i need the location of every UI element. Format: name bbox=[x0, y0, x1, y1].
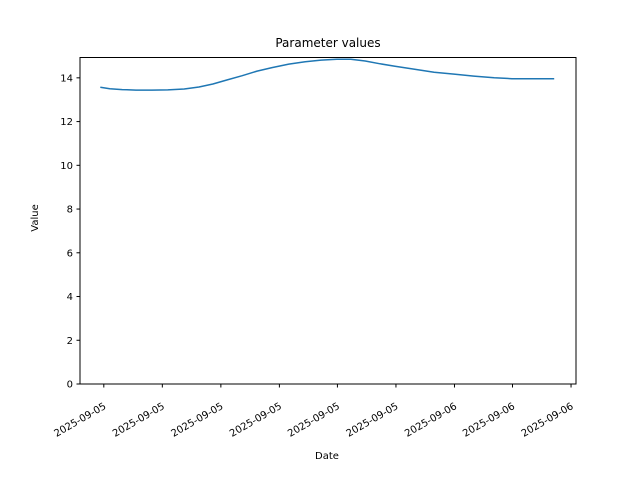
y-tick-label: 14 bbox=[60, 73, 73, 84]
x-tick-label: 2025-09-06 bbox=[520, 401, 576, 440]
data-line bbox=[100, 58, 555, 91]
x-tick-label: 2025-09-05 bbox=[170, 401, 226, 440]
x-tick-label: 2025-09-06 bbox=[403, 401, 459, 440]
y-tick-label: 2 bbox=[67, 336, 73, 347]
x-tick-label: 2025-09-05 bbox=[111, 401, 167, 440]
y-tick-label: 6 bbox=[67, 248, 73, 259]
x-tick-label: 2025-09-05 bbox=[286, 401, 342, 440]
x-axis-label: Date bbox=[315, 451, 339, 462]
y-tick-label: 0 bbox=[67, 380, 73, 391]
y-tick-label: 8 bbox=[67, 205, 73, 216]
y-axis-label: Value bbox=[30, 204, 41, 231]
x-tick-label: 2025-09-05 bbox=[345, 401, 401, 440]
x-tick-label: 2025-09-05 bbox=[52, 401, 108, 440]
x-tick-label: 2025-09-05 bbox=[228, 401, 284, 440]
y-tick-label: 12 bbox=[60, 117, 73, 128]
x-tick-label: 2025-09-06 bbox=[461, 401, 517, 440]
plot-border bbox=[79, 57, 577, 385]
y-tick-label: 10 bbox=[60, 161, 73, 172]
chart-title: Parameter values bbox=[275, 36, 380, 50]
y-tick-label: 4 bbox=[67, 292, 73, 303]
